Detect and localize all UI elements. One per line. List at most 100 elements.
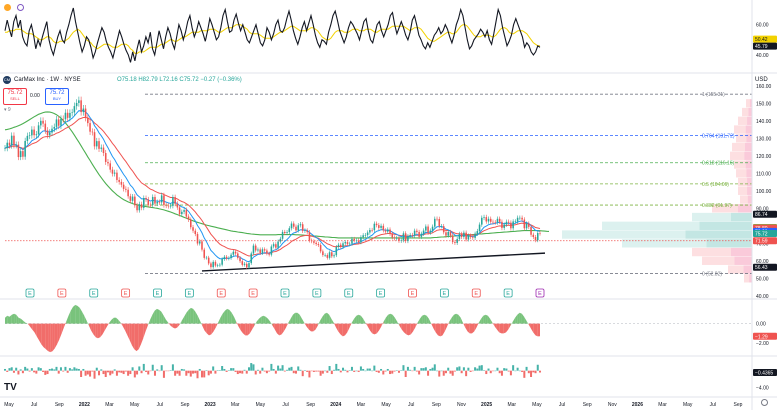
tradingview-logo[interactable]: TV [4,382,17,393]
earnings-marker: E [188,291,192,297]
osc1-area-segment [487,315,491,324]
candle-body [69,112,71,118]
earnings-marker-box [312,288,322,298]
osc1-area-segment [100,323,103,338]
osc2-bar [456,367,459,371]
candle-body [89,123,91,132]
osc1-area-segment [322,313,325,324]
osc1-area-segment [190,307,194,324]
volume-profile-bar [706,239,752,248]
osc1-area-segment [236,321,239,327]
osc1-area-segment [220,313,223,324]
time-settings-icon[interactable] [761,399,768,406]
osc2-bar [444,370,447,374]
candle-body [534,237,537,241]
osc1-area-segment [245,323,248,336]
osc2-bar [203,370,206,378]
symbol-logo-icon: CM [3,76,11,84]
candle-body [467,235,470,240]
osc2-bar [261,367,264,371]
osc2-bar [453,370,456,372]
candle-body [145,198,147,200]
earnings-marker: E [28,291,32,297]
indicator-toggle[interactable]: ▾ 9 [4,107,11,113]
time-axis-label: Mar [231,402,240,408]
osc2-bar [357,370,360,372]
time-axis-label: May [4,402,14,408]
candle-body [483,217,485,218]
osc2-bar [239,370,242,374]
osc1-value-tag: −1.29 [755,334,768,340]
osc1-area-segment [143,323,146,339]
osc1-area-segment [150,314,153,324]
osc2-bar [160,365,163,371]
price-tag: 71.59 [755,239,768,245]
osc2-bar [460,370,463,374]
osc1-area-segment [345,323,348,336]
price-tag: 75.72 [755,231,768,237]
osc1-area-segment [290,314,293,324]
osc2-bar [480,365,483,371]
osc1-area-segment [54,323,58,349]
earnings-marker: E [538,291,542,297]
buy-button[interactable]: 75.72 BUY [45,88,69,105]
osc1-area-segment [59,323,62,340]
osc2-bar [469,370,472,372]
osc2-bar [268,370,271,372]
earnings-marker-box [153,288,162,298]
price-axis-tick: 140.00 [756,119,772,125]
oscillator-2-pane[interactable] [3,363,542,379]
osc1-area-segment [288,318,291,324]
osc2-bar [234,370,237,372]
osc1-area-segment [370,323,373,334]
osc1-area-segment [435,323,438,336]
osc2-bar [127,370,130,376]
oscillator-1-pane[interactable] [5,304,752,353]
osc2-bar [207,370,210,376]
symbol-title[interactable]: CarMax Inc · 1W · NYSE [14,77,81,83]
osc2-bar [84,370,87,376]
osc2-bar [286,369,289,371]
candle-body [288,228,291,233]
candle-body [176,203,179,208]
osc1-area-segment [444,323,448,332]
osc1-area-segment [462,322,466,328]
candle-body [243,263,246,265]
rsi-pane[interactable] [4,7,541,63]
osc2-bar [532,370,535,373]
osc1-area-segment [363,318,366,324]
osc1-area-segment [240,323,243,334]
osc2-bar [241,370,244,374]
candle-body [523,219,526,229]
purple-indicator-icon[interactable] [17,4,24,11]
price-pane[interactable]: 1 (155.31) 0.764 (131.72) 0.618 (116.16) 0.… [4,92,752,298]
osc2-bar [57,370,60,374]
candle-body [66,112,69,118]
earnings-marker: E [379,291,383,297]
candle-body [250,253,253,264]
time-axis-label: 2025 [481,402,492,408]
settings-icon[interactable] [4,4,11,11]
currency-label[interactable]: USD [755,77,768,83]
osc2-bar [536,364,539,371]
osc2-bar [12,370,15,373]
candle-body [8,142,11,146]
time-axis-label: Jul [157,402,163,408]
osc2-bar [386,368,389,371]
candle-body [391,233,394,238]
volume-profile-bar [746,134,752,143]
osc2-bar [431,367,434,371]
osc2-bar [196,370,199,379]
osc1-area-segment [458,314,461,324]
osc2-axis-tick: −4.00 [756,386,769,392]
sell-button[interactable]: 75.72 SELL [3,88,27,105]
candle-body [82,108,85,113]
candle-body [44,123,47,131]
osc1-area-segment [70,306,73,324]
osc2-bar [433,364,436,371]
candle-body [400,240,402,241]
osc2-bar [48,368,51,371]
osc2-bar [77,368,80,371]
osc1-area-segment [27,323,30,327]
